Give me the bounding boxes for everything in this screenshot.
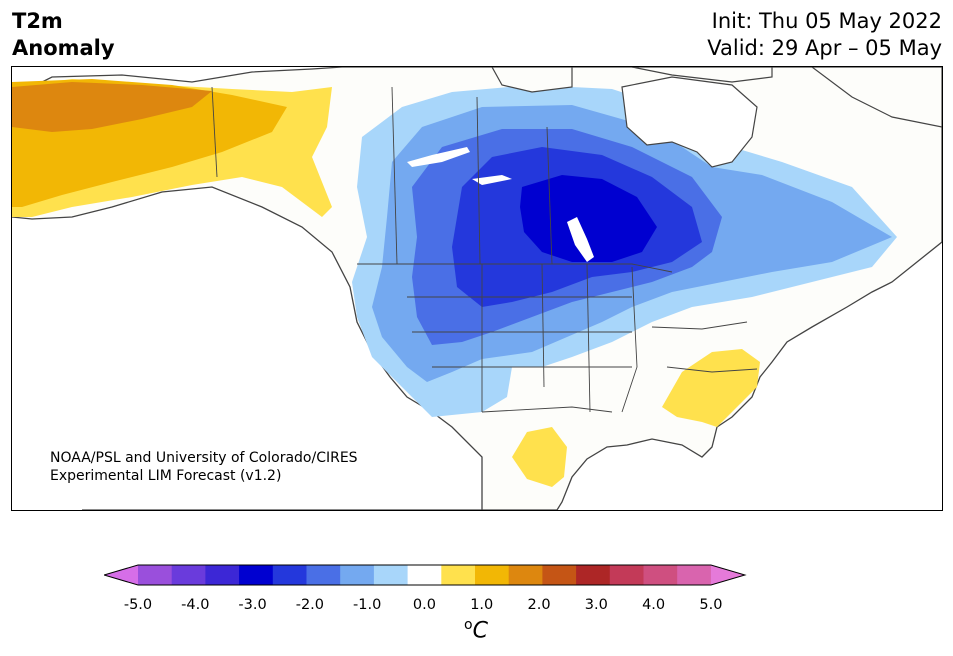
colorbar-tick-label: -2.0 — [295, 597, 325, 613]
colorbar-segment — [677, 565, 712, 585]
credit-text: NOAA/PSL and University of Colorado/CIRE… — [50, 449, 358, 485]
colorbar-segment — [643, 565, 678, 585]
colorbar-extend-max — [710, 565, 745, 585]
colorbar-tick-label: -5.0 — [123, 597, 153, 613]
arctic-islands — [491, 67, 942, 128]
colorbar-tick-label: -3.0 — [238, 597, 267, 613]
colorbar-segment — [475, 565, 510, 585]
lake-athabasca — [407, 147, 470, 167]
valid-range: Valid: 29 Apr – 05 May — [707, 36, 942, 60]
credit-line-2: Experimental LIM Forecast (v1.2) — [50, 468, 282, 484]
map-title: T2m Anomaly — [12, 8, 115, 62]
anomaly-map — [12, 67, 942, 510]
colorbar-segment — [576, 565, 611, 585]
colorbar-tick-label: 2.0 — [527, 597, 551, 613]
colorbar-segment — [272, 565, 307, 585]
colorbar-tick-label: 1.0 — [470, 597, 494, 613]
colorbar-segment — [205, 565, 240, 585]
great-slave-lake — [472, 175, 512, 185]
colorbar-segment — [239, 565, 274, 585]
colorbar-tick-label: 3.0 — [584, 597, 608, 613]
map-panel: NOAA/PSL and University of Colorado/CIRE… — [11, 66, 943, 511]
warmer-anomaly-alaska — [12, 82, 212, 132]
political-borders — [211, 86, 758, 413]
colorbar-segment — [340, 565, 375, 585]
colorbar-tick-label: 5.0 — [699, 597, 723, 613]
colorbar-outline — [104, 564, 747, 586]
colorbar-tick-label: 0.0 — [412, 597, 436, 613]
colorbar — [104, 564, 747, 586]
lake-winnipeg — [567, 217, 594, 262]
warm-anomaly-mexico — [512, 427, 567, 487]
colorbar-segment — [138, 565, 173, 585]
hudson-bay — [621, 76, 758, 168]
colorbar-tick-label: -4.0 — [181, 597, 210, 613]
colorbar-segment — [407, 565, 442, 585]
credit-line-1: NOAA/PSL and University of Colorado/CIRE… — [50, 450, 358, 466]
colorbar-segment — [373, 565, 409, 585]
colorbar-segment — [441, 565, 476, 585]
colorbar-segment — [542, 565, 577, 585]
colorbar-tick-label: 4.0 — [642, 597, 666, 613]
colorbar-segment — [306, 565, 341, 585]
init-date: Init: Thu 05 May 2022 — [711, 9, 942, 33]
colorbar-tick-label: -1.0 — [353, 597, 382, 613]
colorbar-segment — [508, 565, 543, 585]
colorbar-segment — [609, 565, 644, 585]
unit-letter: C — [472, 618, 488, 644]
degree-symbol: o — [464, 617, 473, 633]
coldest-anomaly-core — [520, 175, 657, 262]
colorbar-segment — [171, 565, 206, 585]
warm-anomaly-southeast — [662, 349, 760, 427]
variable-label: T2m — [12, 9, 63, 33]
forecast-dates: Init: Thu 05 May 2022 Valid: 29 Apr – 05… — [707, 8, 942, 62]
colorbar-extend-min — [104, 565, 138, 585]
anomaly-label: Anomaly — [12, 36, 115, 60]
colorbar-unit: oC — [464, 617, 488, 643]
